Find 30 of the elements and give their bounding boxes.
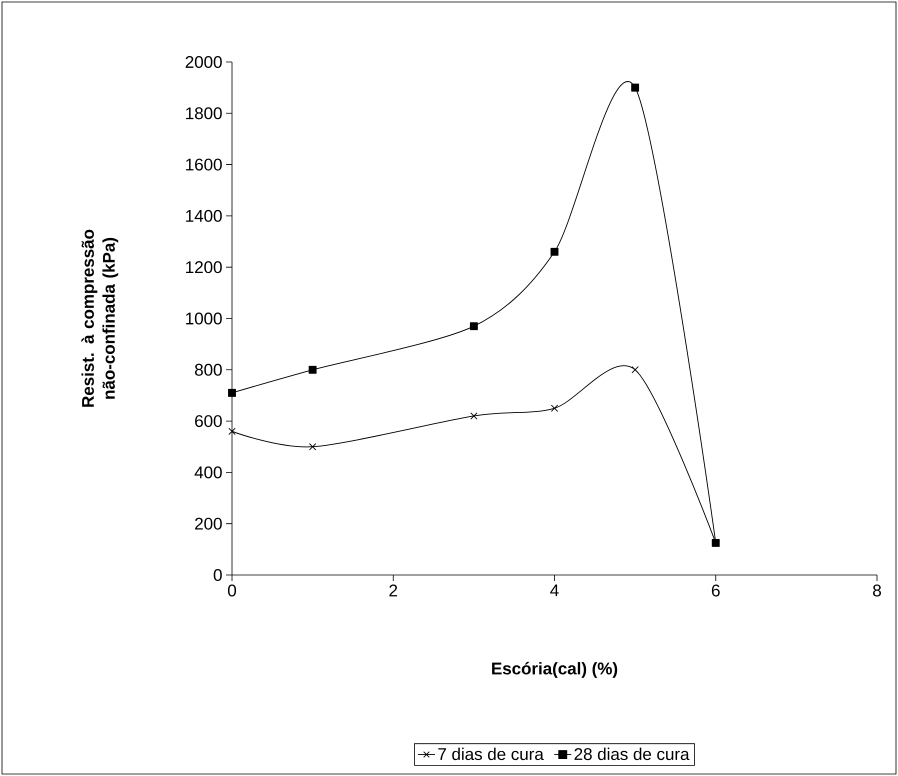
point xyxy=(470,322,478,330)
y-tick-label: 2000 xyxy=(186,56,222,68)
x-tick-label: 2 xyxy=(389,584,398,596)
y-tick-label: 1800 xyxy=(186,107,222,120)
x-tick-label: 6 xyxy=(712,584,720,597)
y-axis-title: Resist. à compressão não-confinada (kPa) xyxy=(81,230,118,407)
y-tick-label: 800 xyxy=(194,364,222,376)
y-tick-label: 1000 xyxy=(186,312,222,324)
point xyxy=(470,412,478,420)
point xyxy=(550,248,558,256)
y-tick-label: 0 xyxy=(214,568,222,581)
legend-label: 7 dias de cura xyxy=(438,748,544,760)
y-tick-label: 600 xyxy=(195,415,222,428)
x-tick-label: 0 xyxy=(228,584,236,597)
x-axis-title: Escória(cal) (%) xyxy=(492,662,618,678)
y-tick-label: 1200 xyxy=(186,261,222,274)
point xyxy=(308,366,317,374)
point xyxy=(631,84,640,92)
y-tick-label: 200 xyxy=(195,518,222,530)
x-tick-label: 8 xyxy=(873,584,881,597)
point xyxy=(632,366,639,374)
point xyxy=(228,388,236,397)
y-tick-label: 400 xyxy=(194,466,222,478)
x-tick-label: 4 xyxy=(550,584,559,596)
point xyxy=(228,428,236,435)
point xyxy=(550,404,558,412)
legend-label: 28 dias de cura xyxy=(574,748,690,760)
y-tick-label: 1400 xyxy=(186,210,222,222)
y-tick-label: 1600 xyxy=(186,158,222,171)
point xyxy=(309,443,316,450)
